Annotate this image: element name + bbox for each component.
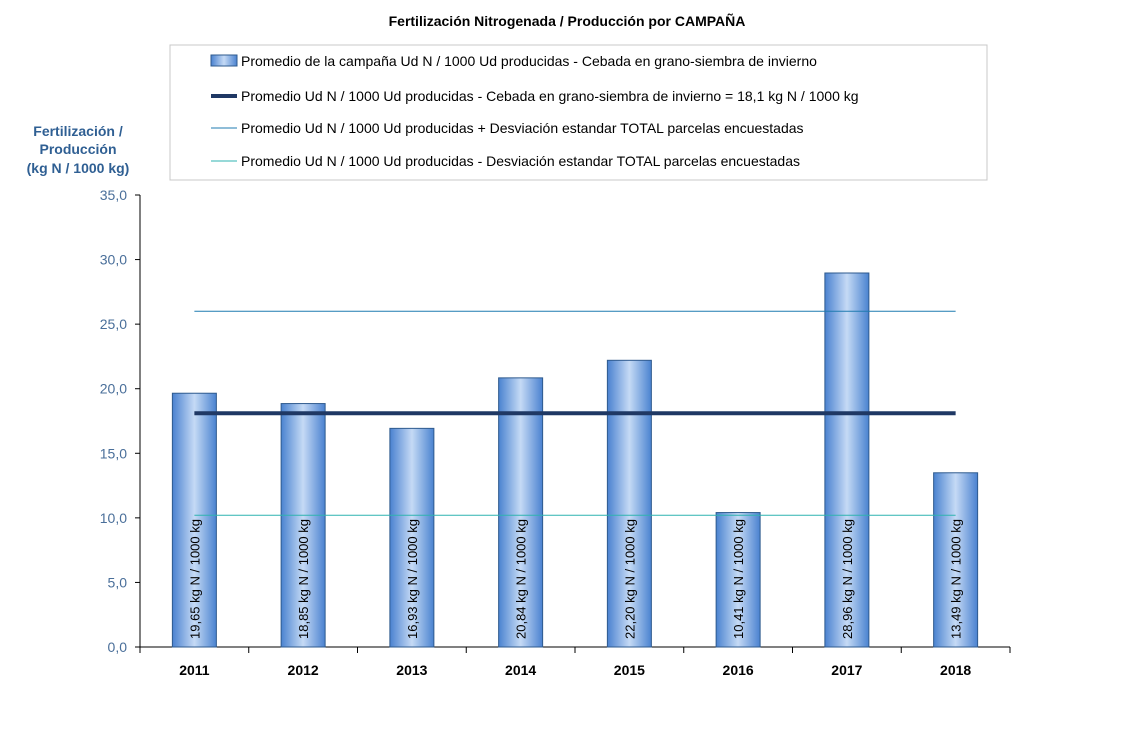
data-label: 10,41 kg N / 1000 kg [731, 519, 746, 639]
legend: Promedio de la campaña Ud N / 1000 Ud pr… [169, 44, 988, 181]
y-axis: 0,0 5,0 10,0 15,0 20,0 25,0 30,0 35,0 [100, 187, 141, 655]
x-tick-label: 2011 [179, 662, 210, 678]
y-tick-label: 5,0 [108, 574, 128, 590]
data-label: 16,93 kg N / 1000 kg [405, 519, 420, 639]
bar [389, 427, 435, 648]
x-tick-label: 2016 [723, 662, 754, 678]
y-axis-label-line-2: Producción [39, 141, 116, 157]
legend-entry-mean: Promedio Ud N / 1000 Ud producidas - Ceb… [211, 88, 859, 104]
bar [606, 359, 652, 648]
legend-box [169, 44, 988, 181]
data-label: 28,96 kg N / 1000 kg [840, 519, 855, 639]
y-tick-label: 15,0 [100, 445, 127, 461]
legend-label-mean: Promedio Ud N / 1000 Ud producidas - Ceb… [241, 88, 859, 104]
bar [280, 403, 326, 648]
y-axis-label: Fertilización / Producción (kg N / 1000 … [27, 123, 130, 176]
data-labels: 19,65 kg N / 1000 kg 18,85 kg N / 1000 kg… [187, 519, 963, 639]
bars [171, 272, 979, 648]
legend-entry-bars: Promedio de la campaña Ud N / 1000 Ud pr… [210, 53, 817, 69]
x-axis: 2011 2012 2013 2014 2015 2016 2017 2018 [139, 646, 1011, 678]
chart-title: Fertilización Nitrogenada / Producción p… [389, 12, 746, 29]
y-tick-label: 10,0 [100, 510, 127, 526]
bar [933, 472, 979, 648]
legend-label-lower: Promedio Ud N / 1000 Ud producidas - Des… [241, 153, 800, 169]
y-tick-label: 30,0 [100, 252, 127, 268]
data-label: 22,20 kg N / 1000 kg [622, 519, 637, 639]
y-tick-label: 25,0 [100, 316, 127, 332]
y-tick-label: 20,0 [100, 381, 127, 397]
x-tick-label: 2012 [288, 662, 319, 678]
x-tick-label: 2014 [505, 662, 536, 678]
x-tick-label: 2015 [614, 662, 645, 678]
legend-label-bars: Promedio de la campaña Ud N / 1000 Ud pr… [241, 53, 817, 69]
x-tick-label: 2013 [396, 662, 427, 678]
y-axis-label-line-1: Fertilización / [33, 123, 123, 139]
bar [171, 392, 217, 648]
data-label: 20,84 kg N / 1000 kg [514, 519, 529, 639]
bar [498, 377, 544, 648]
bar [715, 512, 761, 648]
legend-entry-lower: Promedio Ud N / 1000 Ud producidas - Des… [211, 153, 800, 169]
legend-bar-swatch [210, 54, 238, 67]
y-axis-label-line-3: (kg N / 1000 kg) [27, 160, 130, 176]
data-label: 13,49 kg N / 1000 kg [949, 519, 964, 639]
x-tick-label: 2018 [940, 662, 971, 678]
y-tick-label: 0,0 [108, 639, 128, 655]
data-label: 19,65 kg N / 1000 kg [187, 519, 202, 639]
data-label: 18,85 kg N / 1000 kg [296, 519, 311, 639]
bar [824, 272, 870, 648]
y-tick-label: 35,0 [100, 187, 127, 203]
legend-label-upper: Promedio Ud N / 1000 Ud producidas + Des… [241, 120, 804, 136]
reference-lines [194, 310, 956, 516]
legend-entry-upper: Promedio Ud N / 1000 Ud producidas + Des… [211, 120, 804, 136]
x-tick-label: 2017 [831, 662, 862, 678]
